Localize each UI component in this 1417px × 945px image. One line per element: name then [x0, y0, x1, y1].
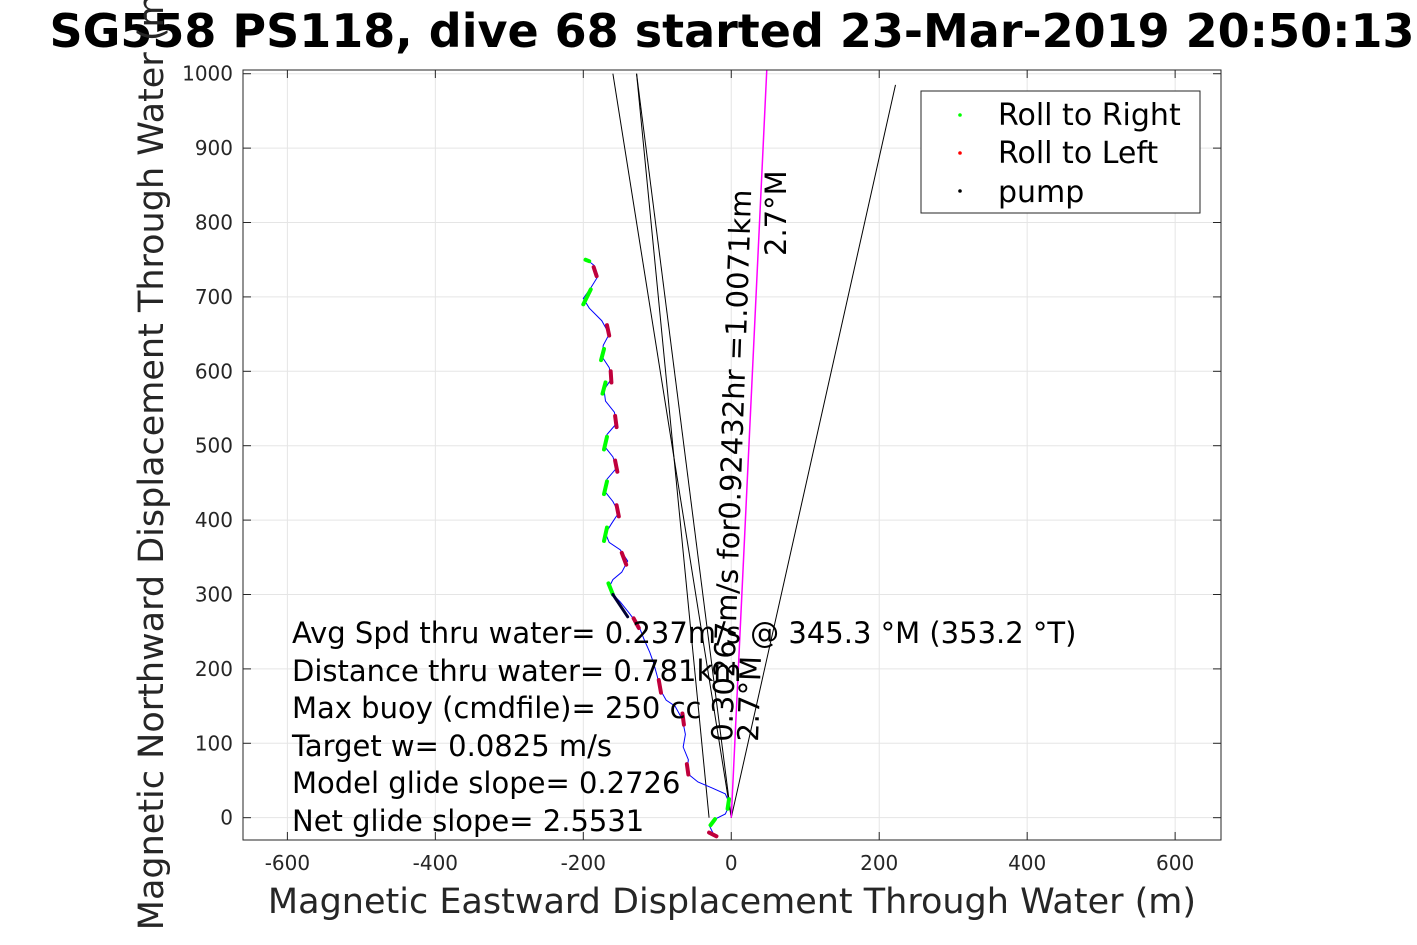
- x-tick-label: -600: [265, 851, 310, 875]
- legend-label-roll-left: Roll to Left: [998, 136, 1158, 171]
- x-tick-label: 400: [1008, 851, 1046, 875]
- reference-lines: [612, 69, 896, 818]
- max-buoy-annotation: Max buoy (cmdfile)= 250 cc: [292, 691, 701, 725]
- model-glide-annotation: Model glide slope= 0.2726: [292, 766, 680, 800]
- cone-line: [636, 73, 710, 818]
- roll-right-segment: [599, 346, 607, 363]
- current-heading-label: 2.7°M: [731, 655, 768, 742]
- legend: Roll to Right Roll to Left pump: [920, 90, 1201, 214]
- current-line: [730, 69, 768, 818]
- y-tick-label: 100: [195, 731, 233, 755]
- roll-left-segment: [619, 550, 629, 567]
- legend-marker-pump: [958, 189, 962, 193]
- roll-right-segment: [600, 380, 608, 396]
- roll-left-segment: [656, 678, 663, 695]
- roll-right-segment: [583, 257, 592, 264]
- y-tick-label: 900: [195, 136, 233, 160]
- roll-left-segment: [608, 369, 614, 385]
- y-tick-label: 600: [195, 359, 233, 383]
- y-tick-label: 500: [195, 434, 233, 458]
- legend-marker-roll-right: [958, 113, 962, 117]
- roll-left-segment: [614, 503, 621, 519]
- roll-left-segment: [631, 616, 641, 630]
- axis-ticks: -600 -400 -200 0 200 400 600 0 100 200 300 400 500 60…: [182, 62, 1221, 875]
- x-tick-label: 600: [1156, 851, 1194, 875]
- net-glide-annotation: Net glide slope= 2.5531: [292, 804, 644, 838]
- x-tick-label: 200: [860, 851, 898, 875]
- roll-left-segment: [604, 323, 612, 338]
- y-tick-label: 1000: [182, 62, 233, 86]
- y-tick-label: 200: [195, 657, 233, 681]
- legend-label-roll-right: Roll to Right: [998, 98, 1181, 133]
- roll-left-segment: [613, 413, 619, 430]
- roll-right-segment: [606, 581, 615, 597]
- avg-speed-annotation: Avg Spd thru water= 0.237m/s @ 345.3 °M …: [292, 616, 1076, 650]
- x-tick-label: -400: [413, 851, 458, 875]
- roll-left-segment: [680, 711, 686, 727]
- x-axis-label: Magnetic Eastward Displacement Through W…: [268, 882, 1196, 922]
- y-axis-label: Magnetic Northward Displacement Through …: [132, 0, 172, 930]
- roll-left-segment: [707, 830, 719, 839]
- axes-frame: [242, 69, 1222, 841]
- target-w-annotation: Target w= 0.0825 m/s: [291, 729, 612, 763]
- y-tick-label: 800: [195, 211, 233, 235]
- roll-left-segment: [591, 265, 599, 279]
- y-tick-label: 0: [220, 806, 233, 830]
- legend-label-pump: pump: [998, 175, 1084, 210]
- roll-left-segment: [684, 762, 691, 777]
- roll-right-segment: [725, 797, 732, 811]
- cone-line: [730, 84, 896, 818]
- x-tick-label: -200: [561, 851, 606, 875]
- roll-right-segment: [581, 287, 593, 307]
- dive-track: [581, 257, 732, 839]
- roll-right-segment: [708, 817, 717, 828]
- legend-box: [920, 90, 1201, 214]
- distance-annotation: Distance thru water= 0.781km: [292, 654, 742, 688]
- x-tick-label: 0: [725, 851, 738, 875]
- heading-label-top: 2.7°M: [759, 170, 793, 256]
- roll-right-segment: [602, 434, 609, 452]
- y-tick-label: 300: [195, 582, 233, 606]
- roll-left-segment: [613, 458, 620, 474]
- y-tick-label: 700: [195, 285, 233, 309]
- grid: [243, 70, 1221, 840]
- cone-line: [636, 73, 732, 818]
- chart-title: SG558 PS118, dive 68 started 23-Mar-2019…: [50, 4, 1415, 58]
- stats-annotations: Avg Spd thru water= 0.237m/s @ 345.3 °M …: [291, 616, 1076, 838]
- legend-marker-roll-left: [958, 151, 962, 155]
- y-tick-label: 400: [195, 508, 233, 532]
- roll-right-segment: [602, 525, 609, 543]
- cone-line: [612, 73, 732, 818]
- pump-segment: [611, 592, 630, 619]
- roll-right-segment: [602, 479, 609, 497]
